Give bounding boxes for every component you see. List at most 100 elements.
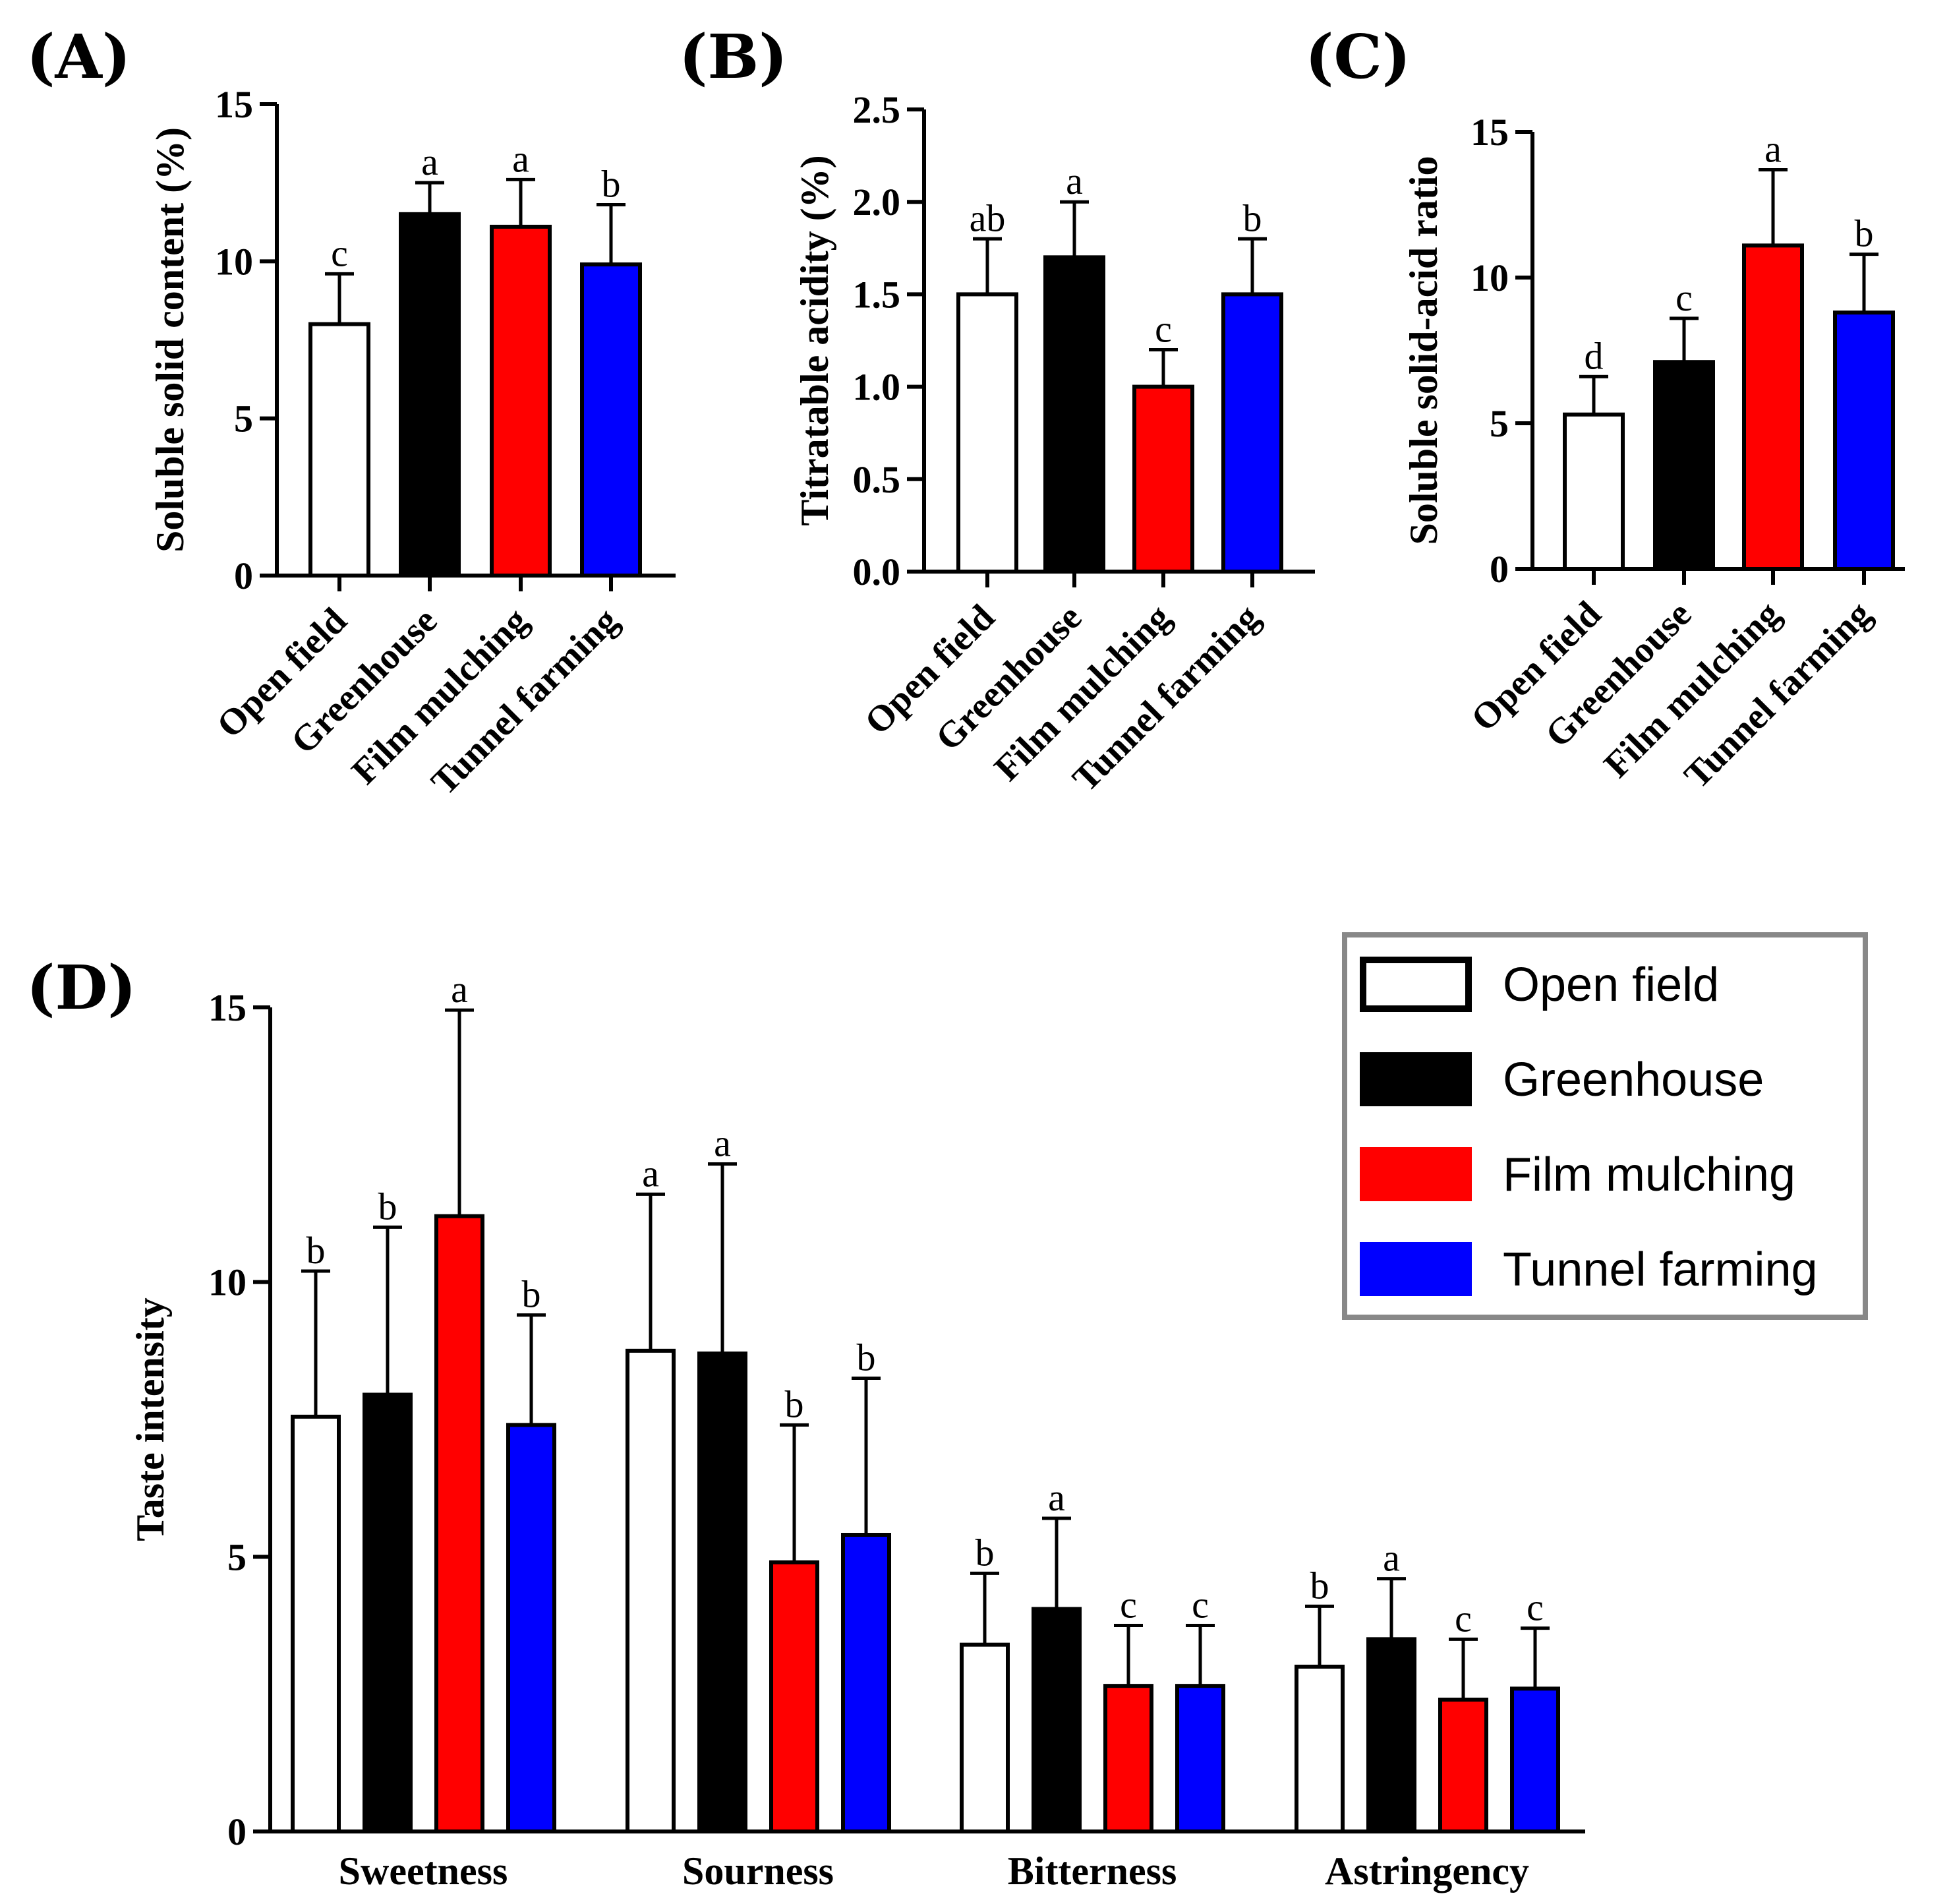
panel-b-film-mulching-bar <box>1132 384 1194 574</box>
panel-b-y-axis-label: Titratable acidity (%) <box>793 155 836 525</box>
panel-d-sourness-tunnel-farming-significance-letter: b <box>857 1336 876 1379</box>
panel-d-astringency-open-field-bar <box>1295 1665 1345 1833</box>
panel-d-x-tick-label-sourness: Sourness <box>682 1849 834 1893</box>
panel-d-astringency-film-mulching-bar <box>1438 1698 1488 1833</box>
panel-d-y-tick-label-0: 0 <box>227 1810 247 1853</box>
panel-a-greenhouse-significance-letter: a <box>421 140 438 183</box>
panel-d-bitterness-film-mulching-significance-letter: c <box>1120 1584 1137 1626</box>
panel-a-y-tick-label-0: 0 <box>234 554 253 597</box>
panel-c-greenhouse-significance-letter: c <box>1675 276 1693 319</box>
panel-d-sweetness-tunnel-farming-bar <box>506 1423 556 1833</box>
panel-d-y-axis-label: Taste intensity <box>129 1297 172 1541</box>
panel-d-sweetness-open-field-bar <box>291 1414 341 1833</box>
panel-b-marks: 0.0 0.5 1.0 1.5 2.0 2.5 Titratable acidity (%)… <box>793 88 1315 800</box>
panel-c-open-field-bar <box>1563 412 1625 571</box>
panel-d-x-tick-label-sweetness: Sweetness <box>339 1849 508 1893</box>
panel-d-sourness-tunnel-farming-bar <box>841 1533 891 1833</box>
panel-b-film-mulching-significance-letter: c <box>1155 308 1172 351</box>
panel-b-open-field-bar <box>956 292 1018 574</box>
panel-b-y-tick-label-0: 0.0 <box>853 550 901 593</box>
panel-d-sourness-open-field-bar <box>626 1348 676 1833</box>
panel-d-sourness-greenhouse-bar <box>697 1352 747 1833</box>
panel-b-y-tick-label-3: 1.5 <box>853 273 901 316</box>
panel-d-astringency-tunnel-farming-bar <box>1510 1686 1560 1833</box>
panel-d-sourness-greenhouse-significance-letter: a <box>714 1122 731 1165</box>
panel-d-astringency-open-field-significance-letter: b <box>1310 1564 1329 1607</box>
panel-c-y-tick-label-0: 0 <box>1490 548 1509 591</box>
panel-d-astringency-film-mulching-significance-letter: c <box>1455 1597 1472 1640</box>
panel-d-y-tick-label-2: 10 <box>208 1261 247 1304</box>
panel-b-y-tick-label-4: 2.0 <box>853 181 901 223</box>
panel-d-sourness-film-mulching-bar <box>769 1560 819 1834</box>
panel-d-bitterness-greenhouse-bar <box>1032 1607 1082 1833</box>
panel-d-marks: 0 5 10 15 Taste intensity b b a b Sweetness a a b b So… <box>129 968 1585 1893</box>
panel-d-astringency-greenhouse-bar <box>1366 1637 1416 1833</box>
panel-d-x-tick-label-astringency: Astringency <box>1325 1849 1529 1893</box>
panel-c-y-axis-label: Soluble solid-acid ratio <box>1402 156 1445 545</box>
panel-c-open-field-significance-letter: d <box>1585 334 1604 377</box>
panel-d-sourness-open-field-significance-letter: a <box>642 1152 659 1195</box>
panel-c-tunnel-farming-bar <box>1833 311 1895 571</box>
panel-d-bitterness-tunnel-farming-significance-letter: c <box>1192 1584 1209 1626</box>
panel-d-sourness-film-mulching-significance-letter: b <box>785 1383 804 1425</box>
panel-d-y-tick-label-1: 5 <box>227 1535 247 1578</box>
panel-d-sweetness-film-mulching-bar <box>434 1214 484 1833</box>
panel-d-sweetness-open-field-significance-letter: b <box>306 1229 326 1272</box>
panel-a-y-tick-label-1: 5 <box>234 398 253 440</box>
panel-d-astringency-greenhouse-significance-letter: a <box>1383 1537 1400 1580</box>
panel-a-y-tick-label-3: 15 <box>215 83 253 126</box>
panel-c-y-tick-label-3: 15 <box>1471 111 1509 154</box>
panel-d-bitterness-tunnel-farming-bar <box>1175 1684 1225 1834</box>
legend-swatch-tunnel-farming <box>1360 1242 1472 1296</box>
panel-a-film-mulching-significance-letter: a <box>512 137 529 180</box>
panel-d-sweetness-tunnel-farming-significance-letter: b <box>522 1273 541 1316</box>
panel-b: (B) 0.0 0.5 1.0 1.5 2.0 2.5 Titratable acidity… <box>679 21 1315 800</box>
panel-d-y-tick-label-3: 15 <box>208 986 247 1029</box>
legend-swatch-film-mulching <box>1360 1147 1472 1201</box>
panel-d-bitterness-open-field-significance-letter: b <box>975 1531 995 1574</box>
legend-label-film-mulching: Film mulching <box>1503 1148 1795 1201</box>
panel-label-c: (C) <box>1305 21 1411 92</box>
panel-label-a: (A) <box>26 21 131 92</box>
legend: Open field Greenhouse Film mulching Tunn… <box>1342 932 1868 1320</box>
panel-b-y-tick-label-1: 0.5 <box>853 458 901 501</box>
panel-b-greenhouse-bar <box>1043 255 1105 574</box>
panel-d-bitterness-greenhouse-significance-letter: a <box>1048 1476 1065 1519</box>
panel-b-y-tick-label-2: 1.0 <box>853 366 901 409</box>
panel-b-open-field-significance-letter: ab <box>970 196 1006 239</box>
panel-a-tunnel-farming-bar <box>580 262 642 578</box>
panel-a-open-field-bar <box>308 322 370 578</box>
panel-a-greenhouse-bar <box>399 212 461 578</box>
legend-label-greenhouse: Greenhouse <box>1503 1054 1764 1106</box>
panel-c-greenhouse-bar <box>1653 360 1715 571</box>
panel-b-tunnel-farming-bar <box>1221 292 1283 574</box>
panel-d-bitterness-open-field-bar <box>960 1642 1010 1834</box>
panel-d-sweetness-greenhouse-significance-letter: b <box>378 1185 397 1228</box>
panel-a-open-field-significance-letter: c <box>331 231 348 274</box>
panel-a-tunnel-farming-significance-letter: b <box>602 163 621 206</box>
legend-swatch-open-field <box>1360 957 1472 1012</box>
panel-b-y-tick-label-5: 2.5 <box>853 88 901 131</box>
panel-c-y-tick-label-2: 10 <box>1471 256 1509 299</box>
panel-d-sweetness-greenhouse-bar <box>363 1392 413 1833</box>
panel-c-film-mulching-bar <box>1742 243 1804 571</box>
panel-label-b: (B) <box>679 21 788 92</box>
panel-d-x-tick-label-bitterness: Bitterness <box>1008 1849 1177 1893</box>
legend-label-tunnel-farming: Tunnel farming <box>1503 1243 1818 1296</box>
legend-label-open-field: Open field <box>1503 959 1719 1011</box>
panel-d-bitterness-film-mulching-bar <box>1103 1684 1153 1834</box>
panel-d-sweetness-film-mulching-significance-letter: a <box>451 968 468 1011</box>
panel-a-y-axis-label: Soluble solid content (%) <box>148 127 192 552</box>
panel-label-d: (D) <box>26 952 136 1023</box>
panel-a-film-mulching-bar <box>490 224 552 578</box>
legend-swatch-greenhouse <box>1360 1052 1472 1106</box>
panel-c-y-tick-label-1: 5 <box>1490 402 1509 445</box>
panel-b-greenhouse-significance-letter: a <box>1066 160 1083 202</box>
panel-d: (D) 0 5 10 15 Taste intensity b b a b Sweetness a a… <box>26 952 1585 1893</box>
panel-d-astringency-tunnel-farming-significance-letter: c <box>1527 1586 1544 1629</box>
panel-a-y-tick-label-2: 10 <box>215 240 253 283</box>
